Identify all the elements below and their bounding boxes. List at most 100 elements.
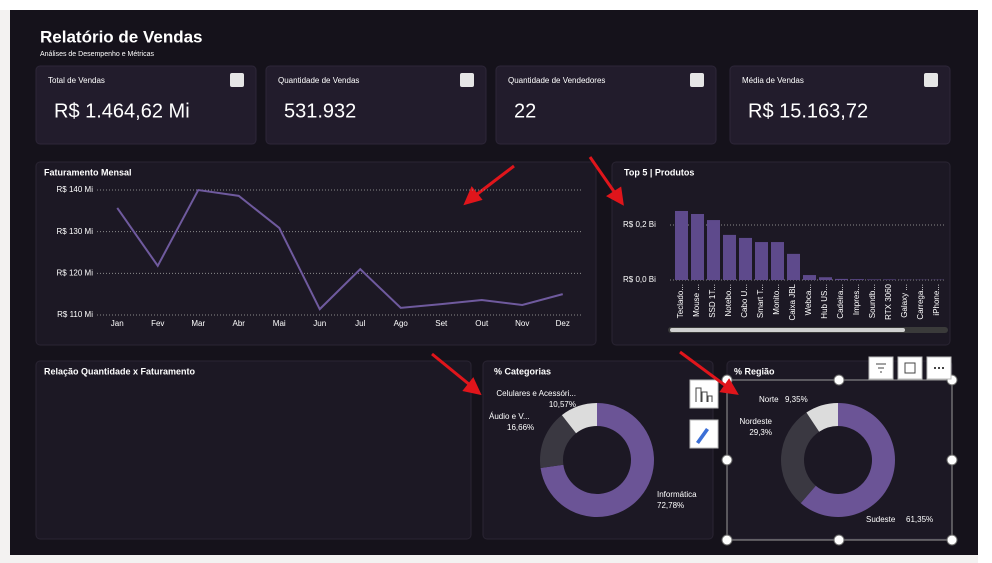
x-tick-label: Dez (556, 319, 570, 328)
donut-slice (806, 403, 838, 432)
x-tick-label: SSD 1T... (708, 284, 717, 318)
x-tick-label: Fev (151, 319, 164, 328)
x-tick-label: Mai (273, 319, 286, 328)
focus-icon (904, 362, 916, 374)
x-tick-label: iPhone... (932, 284, 941, 316)
x-tick-label: Impres... (852, 284, 861, 315)
line-panel (35, 161, 597, 346)
x-tick-label: Cabo U... (740, 284, 749, 318)
slice-value: 9,35% (785, 395, 808, 404)
slice-value: 16,66% (507, 423, 534, 432)
slice-value: 10,57% (549, 400, 576, 409)
panel-title: Faturamento Mensal (44, 167, 132, 177)
y-tick-label: R$ 120 Mi (57, 268, 94, 277)
kpi-icon (924, 73, 938, 87)
kpi-value: 531.932 (284, 100, 356, 122)
handle[interactable] (721, 454, 733, 466)
filter-icon (876, 363, 886, 373)
x-tick-label: RTX 3060 (884, 283, 893, 319)
bar (867, 279, 880, 280)
y-tick-label: R$ 0,2 Bi (623, 220, 656, 229)
x-tick-label: Jul (355, 319, 365, 328)
kpi-icon (460, 73, 474, 87)
handle[interactable] (946, 534, 958, 546)
x-tick-label: Soundb... (868, 284, 877, 318)
slice-label: Informática (657, 490, 697, 499)
handle[interactable] (833, 534, 845, 546)
x-tick-label: Hub US... (820, 284, 829, 319)
kpi-icon (230, 73, 244, 87)
handle[interactable] (721, 534, 733, 546)
x-tick-label: Carrega... (916, 284, 925, 320)
arrowhead (719, 378, 739, 395)
arrow (588, 156, 617, 194)
kpi-card (35, 65, 257, 145)
bar (707, 220, 720, 280)
line (116, 188, 564, 311)
x-tick-label: Monito... (772, 284, 781, 315)
y-tick-label: R$ 130 Mi (57, 227, 94, 236)
slice-value: 61,35% (906, 515, 933, 524)
slice-value: 72,78% (657, 501, 684, 510)
x-tick-label: Jun (313, 319, 326, 328)
bar (883, 279, 896, 280)
slice-label: Celulares e Acessóri... (496, 389, 576, 398)
x-tick-label: Out (475, 319, 489, 328)
arrow (431, 352, 471, 387)
x-tick-label: Cadeira... (836, 284, 845, 319)
arrowhead (462, 377, 482, 396)
visual-button[interactable] (689, 379, 719, 409)
visual-icon (695, 387, 713, 402)
x-tick-label: Notebo... (724, 284, 733, 316)
selection-frame[interactable] (721, 374, 958, 546)
x-tick-label: Galaxy ... (900, 284, 909, 318)
x-tick-label: Ago (394, 319, 409, 328)
handle[interactable] (833, 374, 845, 386)
kpi-label: Total de Vendas (48, 76, 105, 85)
kpi-icon (690, 73, 704, 87)
slice-label: Nordeste (740, 417, 773, 426)
kpi-label: Média de Vendas (742, 76, 804, 85)
x-tick-label: Mar (191, 319, 205, 328)
bar (819, 277, 832, 280)
top-strip (0, 0, 992, 10)
bar (691, 214, 704, 280)
x-tick-label: Jan (111, 319, 124, 328)
x-tick-label: Smart T... (756, 284, 765, 318)
kpi-value: R$ 15.163,72 (748, 100, 868, 122)
bar (787, 253, 800, 280)
annotation-arrows (431, 156, 739, 396)
kpi-card (265, 65, 487, 145)
slice-label: Áudio e V... (489, 412, 530, 421)
focus-button[interactable] (897, 356, 923, 380)
handle[interactable] (946, 454, 958, 466)
side-pane (978, 0, 992, 563)
kpi-card (495, 65, 717, 145)
bar (771, 242, 784, 280)
kpi-card (729, 65, 951, 145)
bar (675, 210, 688, 280)
y-tick-label: R$ 110 Mi (57, 310, 93, 319)
y-tick-label: R$ 140 Mi (57, 185, 94, 194)
bar (835, 278, 848, 280)
bar (755, 242, 768, 280)
report-subtitle: Análises de Desempenho e Métricas (40, 51, 155, 58)
report-title: Relatório de Vendas (40, 27, 203, 46)
x-tick-label: Caixa JBL (788, 283, 797, 320)
scroll-thumb[interactable] (670, 328, 905, 332)
donut-slice (781, 412, 820, 504)
x-tick-label: Set (435, 319, 448, 328)
panel-title: Top 5 | Produtos (624, 167, 694, 177)
bar (739, 237, 752, 280)
y-tick-label: R$ 0,0 Bi (623, 275, 656, 284)
donut-slice (800, 403, 895, 518)
scatter-panel (35, 360, 472, 540)
bar (723, 234, 736, 280)
slice-label: Norte (759, 395, 779, 404)
category-panel (482, 360, 714, 540)
kpi-value: 22 (514, 100, 536, 122)
panel-title: % Categorias (494, 366, 551, 376)
x-tick-label: Abr (233, 319, 246, 328)
